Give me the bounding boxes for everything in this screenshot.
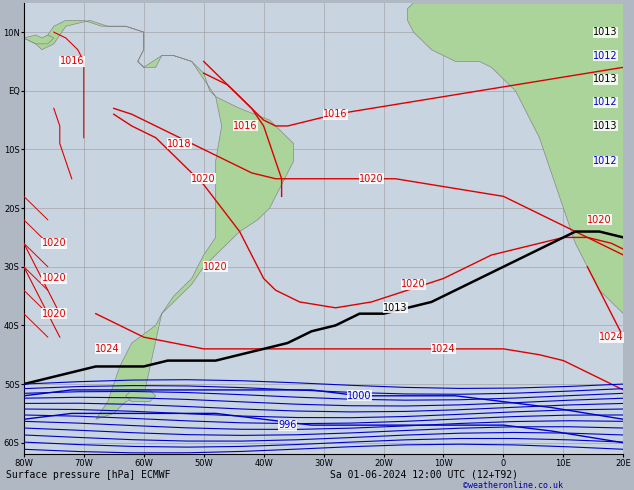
Text: 1020: 1020 — [587, 215, 612, 225]
Text: 1020: 1020 — [41, 238, 66, 248]
Text: 1012: 1012 — [593, 50, 618, 61]
Text: 1024: 1024 — [599, 332, 624, 342]
Text: 1020: 1020 — [401, 279, 426, 289]
Text: 1012: 1012 — [593, 98, 618, 107]
Text: 1024: 1024 — [431, 344, 456, 354]
Text: 1024: 1024 — [96, 344, 120, 354]
Text: 1013: 1013 — [384, 303, 408, 313]
Text: 1020: 1020 — [41, 309, 66, 318]
Text: 1020: 1020 — [41, 273, 66, 284]
Text: 1016: 1016 — [60, 56, 84, 67]
Text: 1020: 1020 — [204, 262, 228, 272]
Text: 1016: 1016 — [323, 109, 348, 119]
Polygon shape — [24, 21, 294, 419]
Text: 1013: 1013 — [593, 27, 618, 37]
Text: 1016: 1016 — [233, 121, 258, 131]
Text: 1012: 1012 — [593, 156, 618, 166]
Text: 1020: 1020 — [191, 174, 216, 184]
Text: Surface pressure [hPa] ECMWF: Surface pressure [hPa] ECMWF — [6, 470, 171, 480]
Text: ©weatheronline.co.uk: ©weatheronline.co.uk — [463, 481, 563, 490]
Text: 996: 996 — [278, 420, 297, 430]
Text: 1020: 1020 — [359, 174, 384, 184]
Polygon shape — [24, 35, 54, 44]
Text: 1018: 1018 — [167, 139, 192, 148]
Text: Sa 01-06-2024 12:00 UTC (12+T92): Sa 01-06-2024 12:00 UTC (12+T92) — [330, 470, 518, 480]
Polygon shape — [408, 3, 623, 314]
Text: 1013: 1013 — [593, 74, 618, 84]
Text: 1013: 1013 — [593, 121, 618, 131]
Text: 1000: 1000 — [347, 391, 372, 401]
Polygon shape — [126, 390, 156, 402]
